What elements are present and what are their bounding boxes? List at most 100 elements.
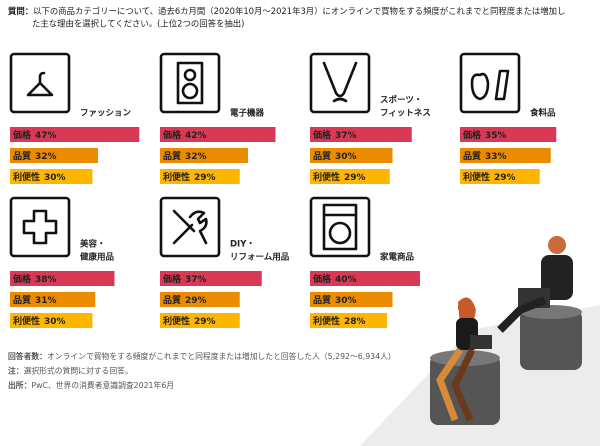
bar-label: 利便性 29% bbox=[462, 171, 516, 183]
bar-category: 価格 bbox=[162, 129, 182, 141]
bar bbox=[310, 127, 412, 142]
bar-value: 40% bbox=[335, 275, 357, 285]
bar bbox=[10, 169, 93, 184]
bar-label: 価格 38% bbox=[12, 273, 57, 285]
bar-label: 利便性 29% bbox=[162, 315, 216, 327]
panel-title: スポーツ・ bbox=[380, 95, 422, 106]
icon bbox=[176, 61, 204, 105]
bar-label: 品質 30% bbox=[313, 150, 357, 162]
question-text: 以下の商品カテゴリーについて、過去6カ月間（2020年10月～2021年3月）に… bbox=[33, 6, 565, 16]
icon-frame bbox=[459, 52, 521, 114]
bar-category: 価格 bbox=[462, 129, 482, 141]
bar bbox=[160, 169, 240, 184]
icon bbox=[322, 61, 358, 103]
bar-value: 32% bbox=[35, 152, 57, 162]
bar bbox=[310, 271, 420, 286]
question: 質問：以下の商品カテゴリーについて、過去6カ月間（2020年10月～2021年3… bbox=[8, 6, 565, 16]
note-text: 選択形式の質問に対する回答。 bbox=[24, 366, 133, 376]
panel-title: リフォーム用品 bbox=[230, 253, 290, 263]
bar-category: 利便性 bbox=[462, 171, 490, 183]
bar-value: 30% bbox=[335, 152, 357, 162]
bar-label: 価格 37% bbox=[162, 273, 207, 285]
bar-value: 29% bbox=[194, 173, 216, 183]
bar-value: 29% bbox=[185, 296, 207, 306]
bar-category: 品質 bbox=[13, 294, 31, 306]
note-label: 注： bbox=[8, 366, 24, 376]
bar bbox=[460, 127, 557, 142]
bar-label: 価格 37% bbox=[312, 129, 357, 141]
bar-label: 品質 32% bbox=[13, 150, 57, 162]
icon bbox=[322, 203, 358, 251]
bar-label: 品質 30% bbox=[313, 294, 357, 306]
bar-category: 利便性 bbox=[12, 315, 40, 327]
bar-category: 利便性 bbox=[162, 171, 190, 183]
bar-category: 品質 bbox=[163, 150, 181, 162]
bar bbox=[460, 169, 540, 184]
bar-value: 29% bbox=[194, 317, 216, 327]
bar bbox=[10, 271, 115, 286]
bar-value: 29% bbox=[494, 173, 516, 183]
bar-label: 価格 42% bbox=[162, 129, 207, 141]
icon-frame bbox=[159, 196, 221, 258]
bar-label: 品質 32% bbox=[163, 150, 207, 162]
bar-value: 29% bbox=[344, 173, 366, 183]
bar-category: 品質 bbox=[463, 150, 481, 162]
bar bbox=[310, 169, 390, 184]
bar-value: 37% bbox=[185, 275, 207, 285]
bar bbox=[310, 292, 393, 307]
bar-category: 品質 bbox=[313, 150, 331, 162]
panel-title: 電子機器 bbox=[230, 108, 265, 119]
bar-label: 利便性 29% bbox=[312, 171, 366, 183]
notes: 回答者数：オンラインで買物をする頻度がこれまでと同程度または増加したと回答した人… bbox=[8, 351, 396, 390]
panel-title: 食料品 bbox=[530, 108, 556, 119]
illustration bbox=[360, 236, 600, 446]
bar-label: 利便性 30% bbox=[12, 315, 66, 327]
bar bbox=[160, 127, 276, 142]
bar-category: 価格 bbox=[162, 273, 182, 285]
panel-title: ファッション bbox=[80, 109, 132, 119]
bar-value: 28% bbox=[344, 317, 366, 327]
bar-value: 37% bbox=[335, 131, 357, 141]
bar-label: 価格 47% bbox=[12, 129, 57, 141]
icon-frame bbox=[159, 52, 221, 114]
icon bbox=[172, 209, 208, 245]
bar bbox=[310, 313, 387, 328]
bar-label: 価格 40% bbox=[312, 273, 357, 285]
bar-label: 品質 33% bbox=[463, 150, 507, 162]
bar-label: 価格 35% bbox=[462, 129, 507, 141]
bar-value: 35% bbox=[485, 131, 507, 141]
note: 出所：PwC、世界の消費者意識調査2021年6月 bbox=[8, 380, 174, 390]
question-text: た主な理由を選択してください。(上位2つの回答を抽出) bbox=[32, 19, 244, 29]
bar-category: 利便性 bbox=[12, 171, 40, 183]
bar-label: 品質 31% bbox=[13, 294, 57, 306]
bar-category: 利便性 bbox=[162, 315, 190, 327]
note: 回答者数：オンラインで買物をする頻度がこれまでと同程度または増加したと回答した人… bbox=[8, 351, 396, 361]
bar bbox=[160, 148, 248, 163]
panel-title: DIY・ bbox=[230, 240, 255, 250]
bar-label: 利便性 29% bbox=[162, 171, 216, 183]
bar-category: 価格 bbox=[312, 129, 332, 141]
note-label: 回答者数： bbox=[8, 351, 47, 361]
question-label: 質問： bbox=[8, 6, 33, 16]
bar-value: 47% bbox=[35, 131, 57, 141]
note-text: オンラインで買物をする頻度がこれまでと同程度または増加したと回答した人（5,29… bbox=[47, 351, 396, 361]
note: 注：選択形式の質問に対する回答。 bbox=[8, 366, 133, 376]
bar-category: 利便性 bbox=[312, 171, 340, 183]
bar bbox=[10, 127, 140, 142]
bar-category: 品質 bbox=[13, 150, 31, 162]
icon-frame bbox=[9, 196, 71, 258]
icon bbox=[22, 209, 58, 245]
bar-value: 38% bbox=[35, 275, 57, 285]
icon bbox=[470, 69, 510, 101]
icon-frame bbox=[9, 52, 71, 114]
bar-label: 品質 29% bbox=[163, 294, 207, 306]
bar-value: 32% bbox=[185, 152, 207, 162]
bar-category: 品質 bbox=[313, 294, 331, 306]
